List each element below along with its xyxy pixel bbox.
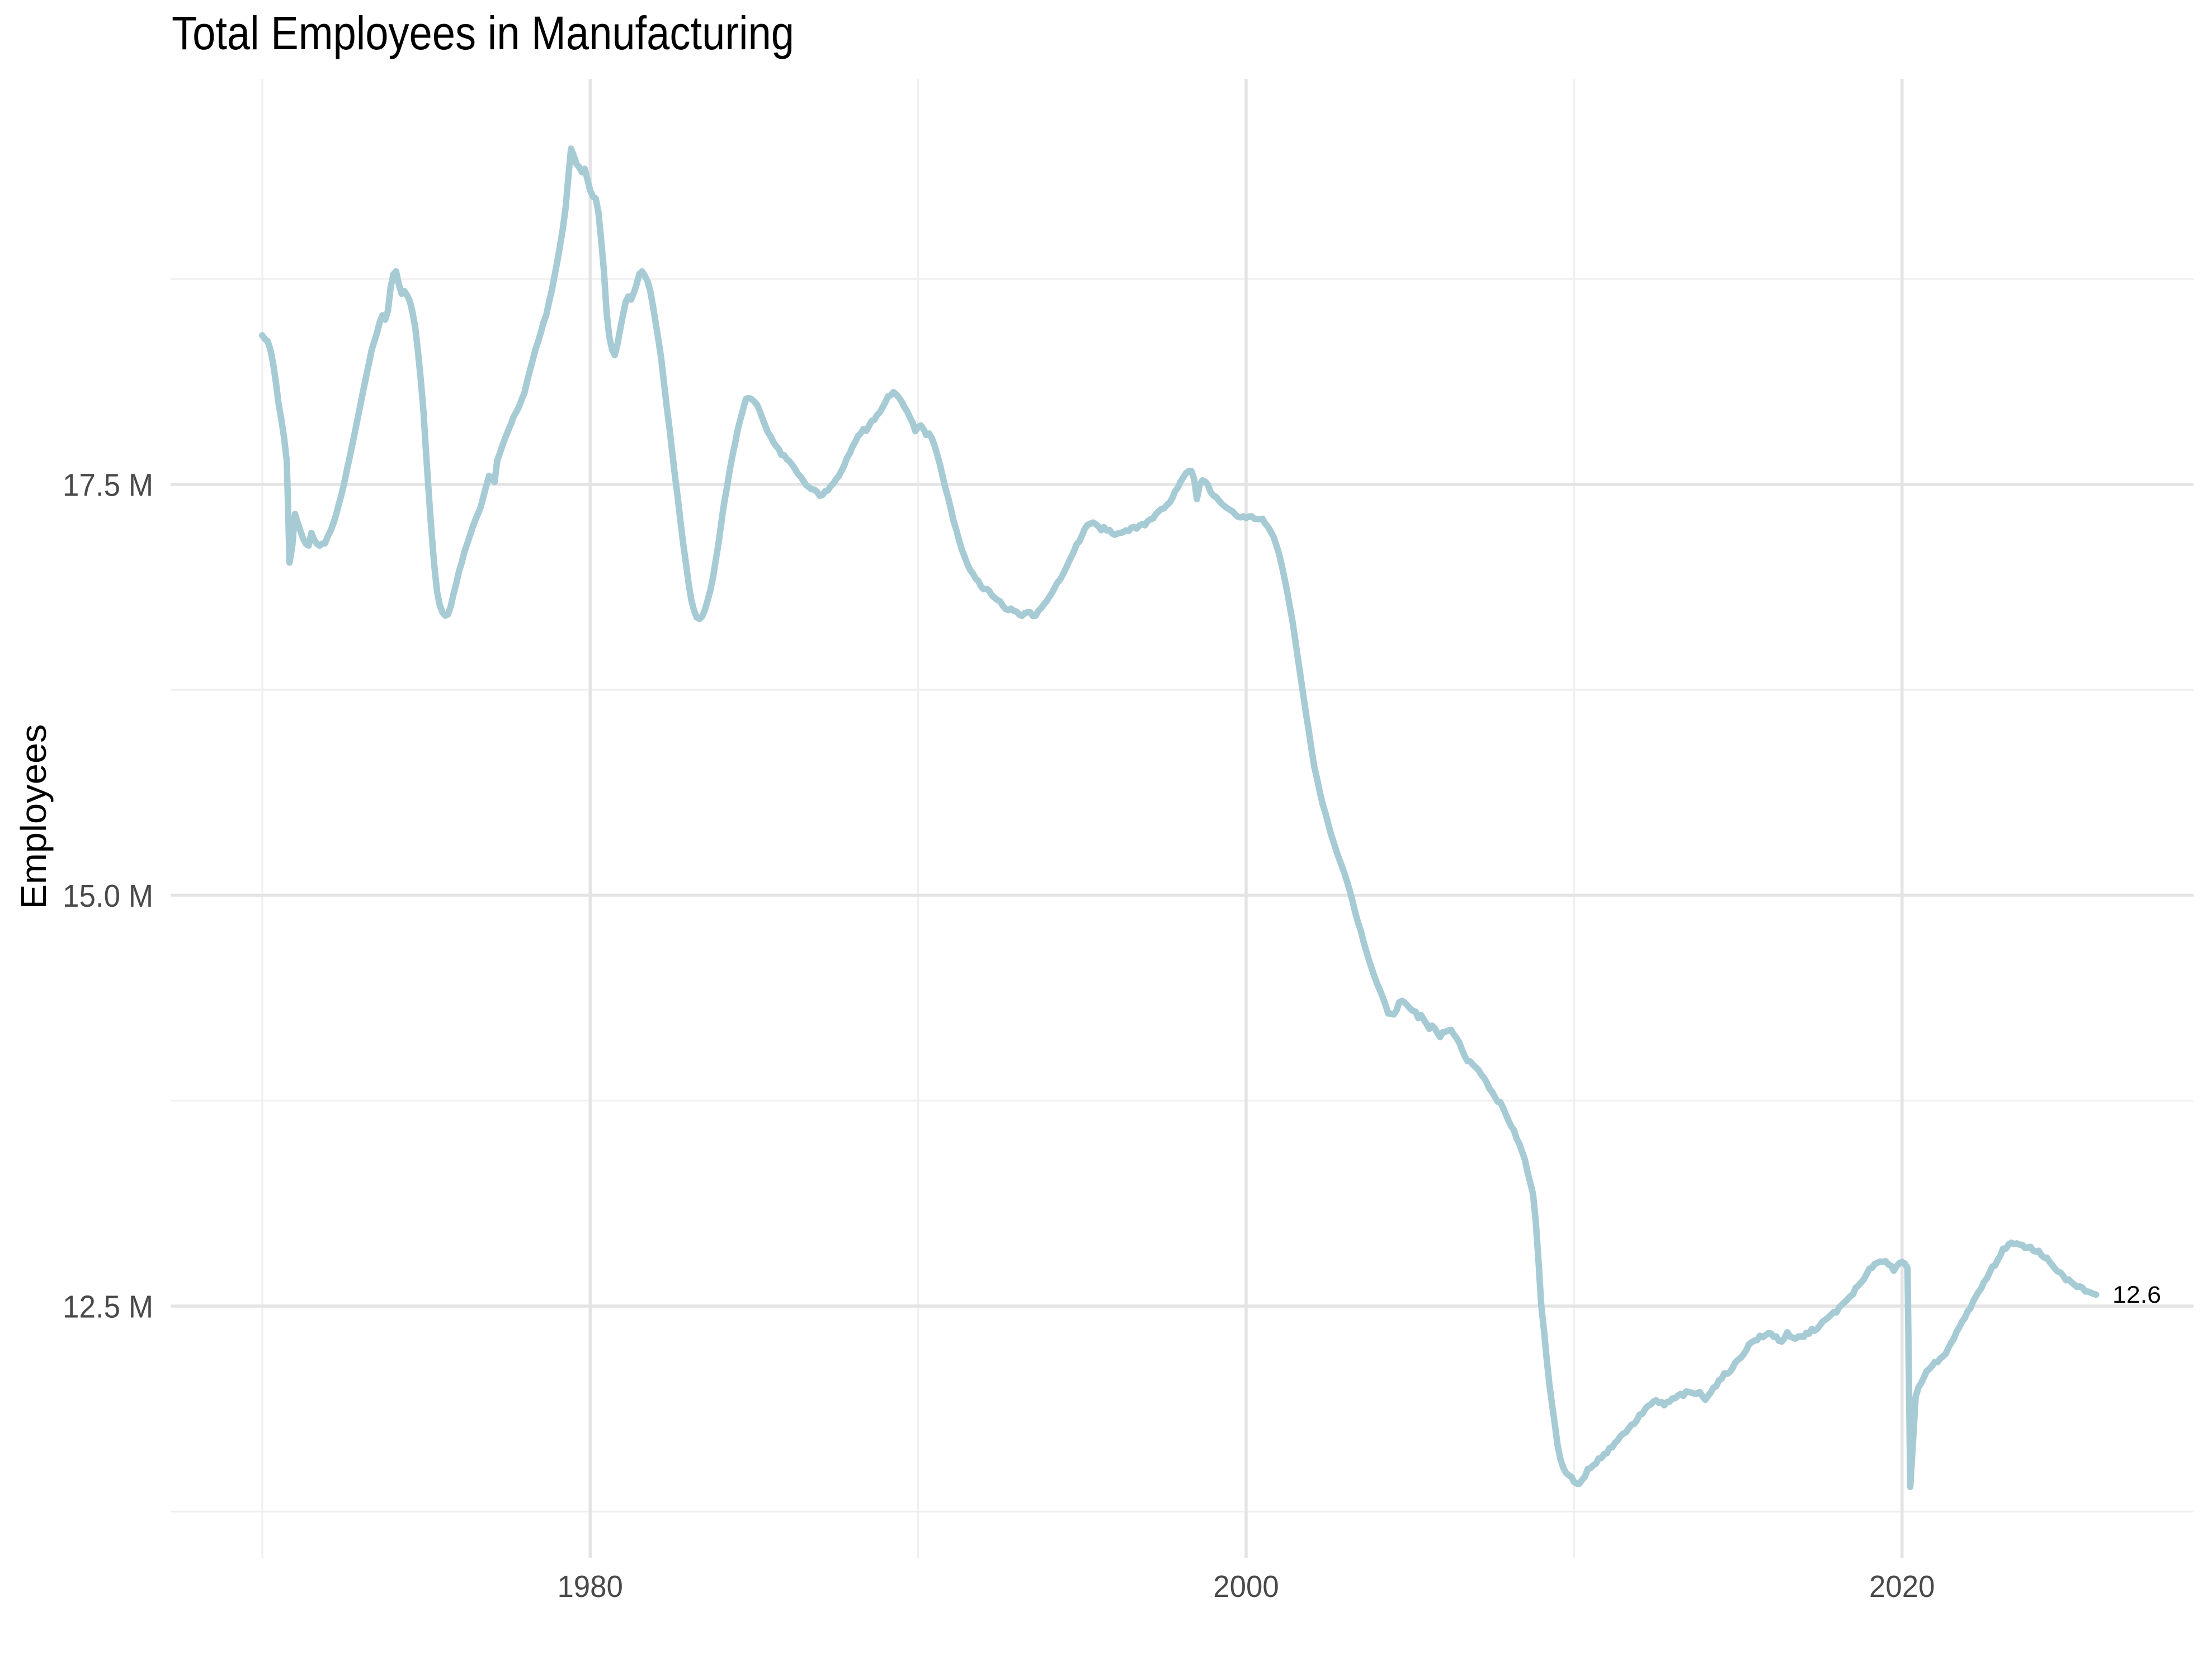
svg-text:Employees: Employees [13, 724, 54, 910]
svg-text:15.0 M: 15.0 M [63, 878, 153, 914]
svg-text:2000: 2000 [1213, 1569, 1279, 1604]
svg-text:12.5 M: 12.5 M [63, 1289, 153, 1325]
svg-text:1980: 1980 [557, 1569, 623, 1604]
svg-text:2020: 2020 [1869, 1569, 1935, 1604]
svg-text:17.5 M: 17.5 M [63, 467, 153, 503]
svg-text:Total Employees in Manufacturi: Total Employees in Manufacturing [172, 7, 794, 59]
svg-text:12.6: 12.6 [2112, 1281, 2161, 1308]
